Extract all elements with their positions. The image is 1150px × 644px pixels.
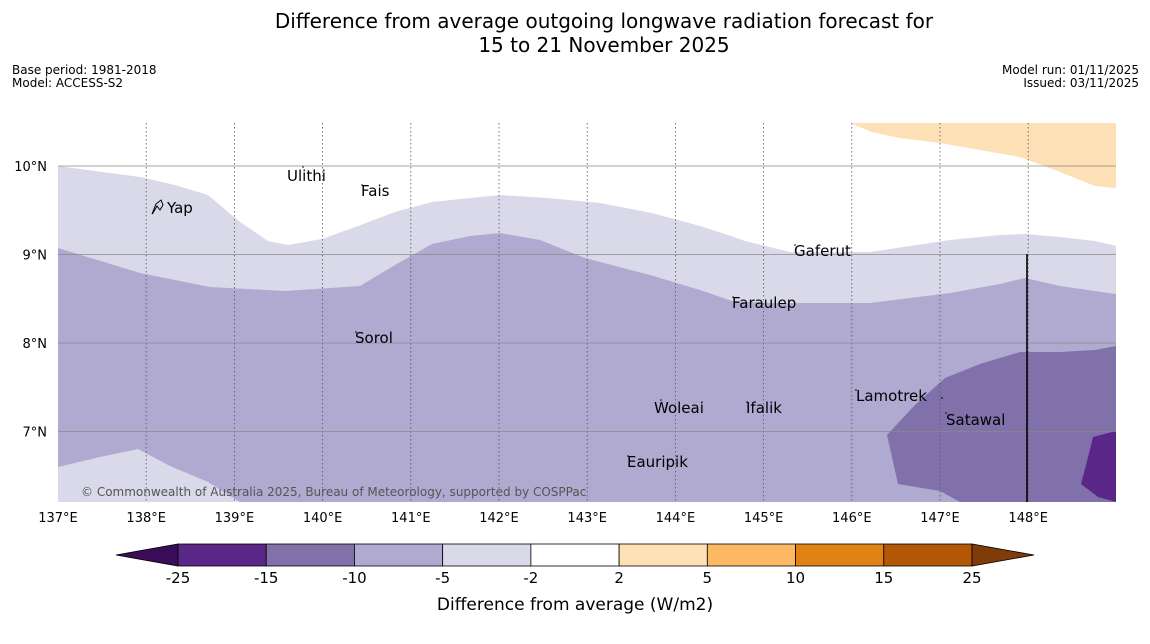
issued-date: Issued: 03/11/2025 (1023, 76, 1139, 90)
title-line-2: 15 to 21 November 2025 (478, 33, 730, 57)
colorbar-label: 5 (703, 569, 713, 587)
marker-lamotrek-east (941, 397, 943, 399)
place-fais: Fais (361, 182, 390, 200)
colorbar-segment (795, 543, 885, 567)
lon-tick-label: 147°E (920, 511, 960, 526)
colorbar-segment (883, 543, 973, 567)
place-yap: Yap (166, 199, 193, 217)
model-info: Base period: 1981-2018 Model: ACCESS-S2 (12, 64, 157, 90)
base-period: Base period: 1981-2018 (12, 63, 157, 77)
marker-satawal (945, 412, 947, 414)
marker-fais (361, 184, 363, 186)
place-lamotrek: Lamotrek (856, 387, 927, 405)
lat-tick-label: 8°N (23, 337, 48, 352)
lat-tick-label: 10°N (14, 160, 47, 175)
lon-tick-label: 141°E (391, 511, 431, 526)
lon-tick-label: 138°E (126, 511, 166, 526)
place-eauripik: Eauripik (627, 453, 688, 471)
marker-ulithi (302, 166, 304, 168)
map-title: Difference from average outgoing longwav… (0, 9, 1150, 57)
colorbar-segment (442, 543, 532, 567)
marker-eauripik (627, 455, 629, 457)
place-gaferut: Gaferut (794, 242, 851, 260)
place-faraulep: Faraulep (732, 294, 796, 312)
colorbar-label: 2 (614, 569, 624, 587)
marker-faraulep (732, 296, 734, 298)
marker-gaferut (794, 244, 796, 246)
model-name: Model: ACCESS-S2 (12, 76, 124, 90)
band-plus2-to-plus5 (850, 123, 1116, 188)
lat-tick-label: 7°N (23, 426, 48, 441)
longitude-gridlines (145, 123, 1029, 502)
lon-tick-label: 137°E (38, 511, 78, 526)
model-run: Model run: 01/11/2025 (1001, 63, 1139, 77)
colorbar-label: -15 (254, 569, 279, 587)
lon-tick-label: 144°E (656, 511, 696, 526)
lon-tick-label: 145°E (744, 511, 784, 526)
latitude-gridlines (58, 165, 1116, 432)
colorbar-segment (265, 543, 355, 567)
marker-lamotrek (855, 389, 857, 391)
colorbar-segment (530, 543, 620, 567)
colorbar-segment (706, 543, 796, 567)
place-satawal: Satawal (946, 411, 1005, 429)
island-markers (302, 166, 947, 457)
copyright-notice: © Commonwealth of Australia 2025, Bureau… (81, 485, 586, 499)
place-woleai: Woleai (654, 399, 704, 417)
lon-tick-label: 139°E (215, 511, 255, 526)
latitude-labels: 10°N 9°N 8°N 7°N (14, 160, 47, 441)
colorbar-extend-low (115, 543, 179, 567)
anomaly-field (58, 123, 1116, 502)
place-ulithi: Ulithi (287, 167, 326, 185)
colorbar-label: 25 (962, 569, 981, 587)
colorbar-label: -5 (435, 569, 450, 587)
colorbar-label: -2 (523, 569, 538, 587)
lon-tick-label: 142°E (479, 511, 519, 526)
lon-tick-label: 146°E (832, 511, 872, 526)
place-labels: Ulithi Fais Yap Gaferut Faraulep Sorol W… (166, 167, 1005, 471)
place-sorol: Sorol (355, 329, 393, 347)
colorbar: -25 -15 -10 -5 -2 2 5 10 15 25 (115, 543, 1035, 587)
colorbar-label: 15 (874, 569, 893, 587)
marker-sorol (355, 331, 357, 333)
lon-tick-label: 140°E (303, 511, 343, 526)
title-line-1: Difference from average outgoing longwav… (274, 9, 934, 33)
colorbar-segment (177, 543, 267, 567)
band-lower-left-minus2 (58, 449, 240, 502)
lon-tick-label: 143°E (567, 511, 607, 526)
place-ifalik: Ifalik (746, 399, 782, 417)
colorbar-label: -25 (166, 569, 191, 587)
colorbar-label: 10 (786, 569, 805, 587)
marker-woleai (660, 399, 662, 401)
band-minus15-to-minus25 (1081, 431, 1116, 502)
lon-tick-label: 148°E (1008, 511, 1048, 526)
band-minus10-to-minus15 (887, 346, 1116, 502)
colorbar-title: Difference from average (W/m2) (437, 595, 713, 615)
marker-ifalik (746, 401, 748, 403)
lat-tick-label: 9°N (23, 249, 48, 264)
longitude-labels: 137°E 138°E 139°E 140°E 141°E 142°E 143°E 144°E… (38, 511, 1048, 526)
run-info: Model run: 01/11/2025 Issued: 03/11/2025 (1002, 64, 1139, 90)
yap-island-outline (151, 199, 164, 215)
colorbar-extend-high (971, 543, 1035, 567)
colorbar-segment (354, 543, 444, 567)
colorbar-label: -10 (342, 569, 367, 587)
colorbar-segment (618, 543, 708, 567)
